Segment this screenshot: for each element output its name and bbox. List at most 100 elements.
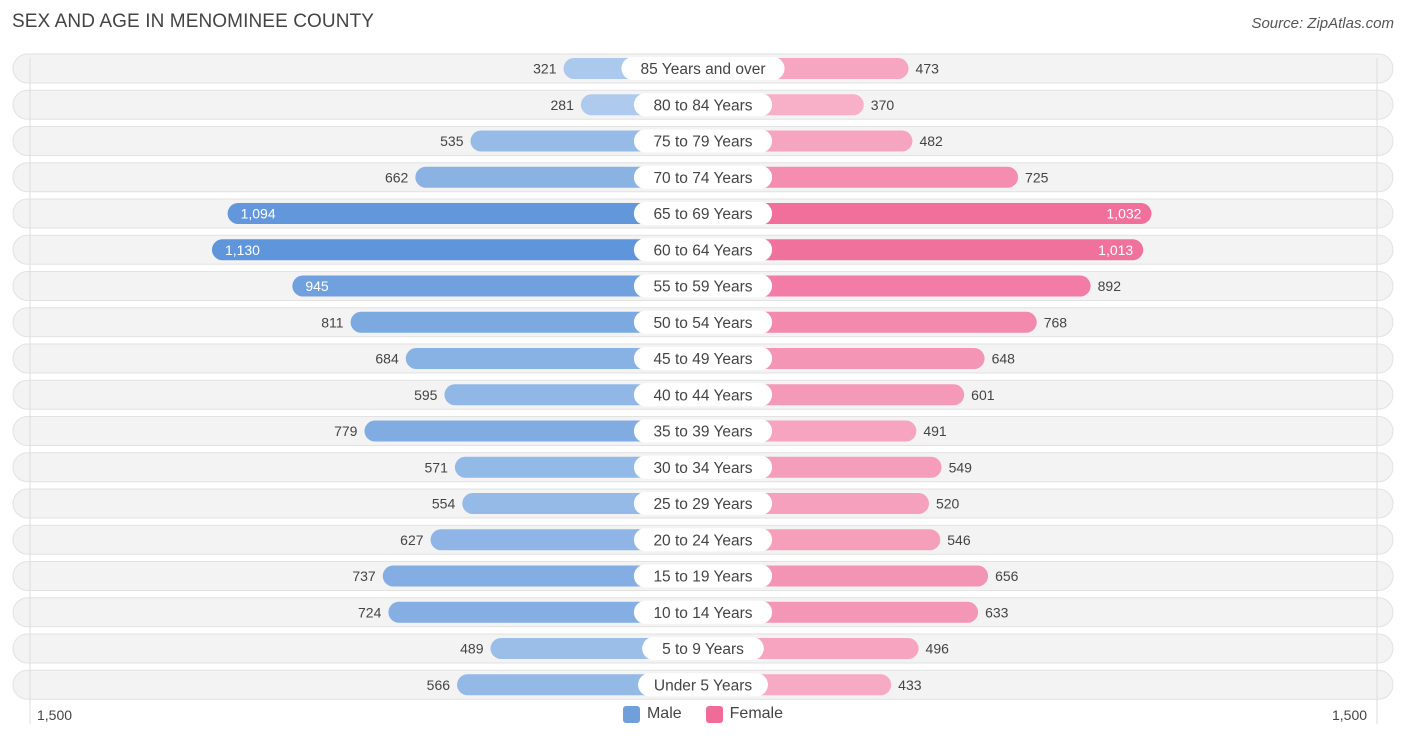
category-pill [633, 310, 773, 334]
male-value-label: 684 [375, 351, 399, 367]
male-value-label: 535 [440, 133, 464, 149]
male-bar [227, 203, 703, 224]
male-bar [405, 348, 703, 369]
category-label: 25 to 29 Years [653, 496, 752, 513]
female-value-label: 546 [947, 532, 971, 548]
male-value-label: 321 [533, 61, 557, 77]
female-bar [703, 203, 1152, 224]
category-label: 5 to 9 Years [662, 641, 744, 658]
category-label: 50 to 54 Years [653, 315, 752, 332]
female-value-label: 433 [898, 677, 922, 693]
female-value-label: 549 [949, 459, 973, 475]
legend-item-female[interactable]: Female [705, 705, 784, 723]
male-value-label: 595 [414, 387, 438, 403]
category-pill [621, 57, 785, 80]
category-label: 35 to 39 Years [653, 424, 752, 441]
female-value-label: 496 [926, 641, 950, 657]
axis-max-label: 1,500 [1332, 707, 1368, 723]
legend: Male Female [0, 705, 1406, 723]
male-bar [415, 166, 703, 188]
legend-swatch-male [622, 705, 640, 723]
category-label: 45 to 49 Years [653, 351, 752, 368]
female-bar [703, 275, 1091, 297]
category-pill [633, 528, 773, 552]
female-value-label: 370 [871, 97, 895, 113]
category-pill [633, 238, 773, 262]
male-value-label: 724 [358, 604, 382, 620]
category-label: 60 to 64 Years [653, 242, 752, 259]
male-value-label: 566 [427, 677, 451, 693]
chart-title: SEX AND AGE IN MENOMINEE COUNTY [12, 11, 375, 32]
female-bar [703, 166, 1019, 188]
male-bar [292, 275, 703, 297]
male-bar [350, 311, 703, 333]
female-value-label: 656 [995, 568, 1019, 584]
female-value-label: 491 [923, 423, 947, 439]
female-bar [703, 348, 985, 369]
category-pill [633, 419, 773, 443]
male-value-label: 627 [400, 532, 424, 548]
category-label: 20 to 24 Years [653, 532, 752, 549]
male-bar [430, 529, 703, 551]
category-label: 10 to 14 Years [653, 605, 752, 622]
category-label: Under 5 Years [654, 677, 752, 694]
male-value-label: 554 [432, 496, 456, 512]
male-value-label: 662 [385, 169, 409, 185]
category-pill [633, 165, 773, 189]
category-pill [633, 93, 773, 117]
female-value-label: 473 [916, 61, 940, 77]
category-label: 15 to 19 Years [653, 569, 752, 586]
category-pill [642, 637, 764, 660]
male-value-label: 1,130 [225, 242, 260, 258]
chart-source: Source: ZipAtlas.com [1251, 15, 1394, 32]
category-pill [633, 202, 773, 225]
category-pill [633, 492, 773, 515]
female-value-label: 725 [1025, 169, 1049, 185]
female-value-label: 768 [1044, 314, 1068, 330]
category-label: 80 to 84 Years [653, 97, 752, 114]
female-bar [703, 601, 979, 623]
female-value-label: 1,013 [1098, 242, 1133, 258]
category-pill [633, 564, 773, 588]
male-value-label: 1,094 [241, 206, 276, 222]
category-label: 65 to 69 Years [653, 206, 752, 223]
male-value-label: 945 [305, 278, 329, 294]
category-pill [633, 274, 773, 298]
category-label: 85 Years and over [641, 61, 766, 78]
female-value-label: 648 [992, 351, 1016, 367]
category-label: 70 to 74 Years [653, 170, 752, 187]
category-label: 75 to 79 Years [653, 134, 752, 151]
male-value-label: 571 [425, 459, 449, 475]
legend-label-male: Male [646, 705, 682, 722]
legend-item-male[interactable]: Male [622, 705, 682, 723]
female-value-label: 1,032 [1106, 206, 1141, 222]
category-label: 55 to 59 Years [653, 279, 752, 296]
female-value-label: 892 [1098, 278, 1122, 294]
male-bar [364, 420, 703, 442]
male-value-label: 779 [334, 423, 358, 439]
male-value-label: 737 [352, 568, 376, 584]
female-value-label: 482 [919, 133, 943, 149]
category-pill [633, 455, 773, 479]
female-value-label: 633 [985, 604, 1009, 620]
male-bar [211, 239, 703, 261]
category-pill [638, 673, 768, 697]
male-value-label: 489 [460, 641, 484, 657]
male-value-label: 811 [321, 314, 344, 330]
male-bar [388, 601, 703, 623]
category-pill [633, 383, 773, 407]
female-bar [703, 311, 1037, 333]
category-label: 40 to 44 Years [653, 387, 752, 404]
female-value-label: 601 [971, 387, 995, 403]
category-label: 30 to 34 Years [653, 460, 752, 477]
category-pill [633, 129, 773, 153]
legend-swatch-female [705, 705, 723, 723]
male-value-label: 281 [551, 97, 575, 113]
female-bar [703, 239, 1144, 261]
category-pill [633, 347, 773, 370]
category-pill [633, 600, 773, 624]
male-bar [382, 565, 703, 587]
legend-label-female: Female [729, 705, 784, 722]
female-value-label: 520 [936, 496, 960, 512]
